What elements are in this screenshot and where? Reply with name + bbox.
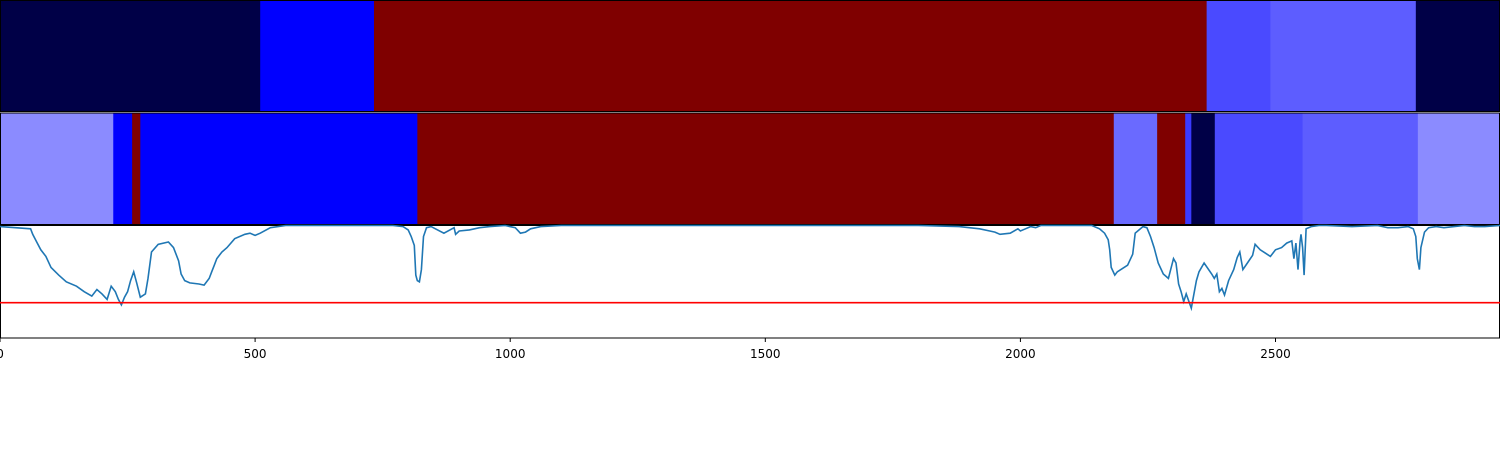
- heatmap-segment-2-12: [1417, 112, 1500, 225]
- heatmap-segment-2-8: [1185, 112, 1192, 225]
- heatmap-segment-2-4: [140, 112, 418, 225]
- heatmap-segment-1-4: [1206, 0, 1272, 112]
- heatmap-segment-2-7: [1157, 112, 1186, 225]
- x-tick-label-1000: 1000: [495, 347, 526, 361]
- heatmap-segment-2-3: [132, 112, 141, 225]
- heatmap-segment-1-6: [1415, 0, 1500, 112]
- heatmap-segment-2-1: [0, 112, 114, 225]
- series-line-signal: [0, 224, 1500, 312]
- heatmap-segment-2-6: [1113, 112, 1158, 225]
- heatmap-track-1: [0, 0, 1500, 112]
- heatmap-segment-1-2: [260, 0, 375, 112]
- heatmap-segment-2-9: [1191, 112, 1216, 225]
- heatmap-segment-1-5: [1270, 0, 1417, 112]
- x-tick-label-1500: 1500: [750, 347, 781, 361]
- heatmap-segment-2-5: [417, 112, 1115, 225]
- heatmap-segment-1-3: [373, 0, 1208, 112]
- x-tick-label-2000: 2000: [1005, 347, 1036, 361]
- heatmap-segment-2-11: [1302, 112, 1419, 225]
- heatmap-segment-2-10: [1214, 112, 1304, 225]
- heatmap-segment-1-1: [0, 0, 261, 112]
- x-tick-label-0: 0: [0, 347, 4, 361]
- heatmap-track-2: [0, 112, 1500, 225]
- x-tick-label-2500: 2500: [1260, 347, 1291, 361]
- x-tick-label-500: 500: [244, 347, 267, 361]
- x-axis: 0 500 1000 1500 2000 2500: [0, 338, 1291, 361]
- line-plot-frame: [0, 225, 1500, 339]
- line-plot-panel: [0, 224, 1500, 339]
- heatmap-segment-2-2: [113, 112, 133, 225]
